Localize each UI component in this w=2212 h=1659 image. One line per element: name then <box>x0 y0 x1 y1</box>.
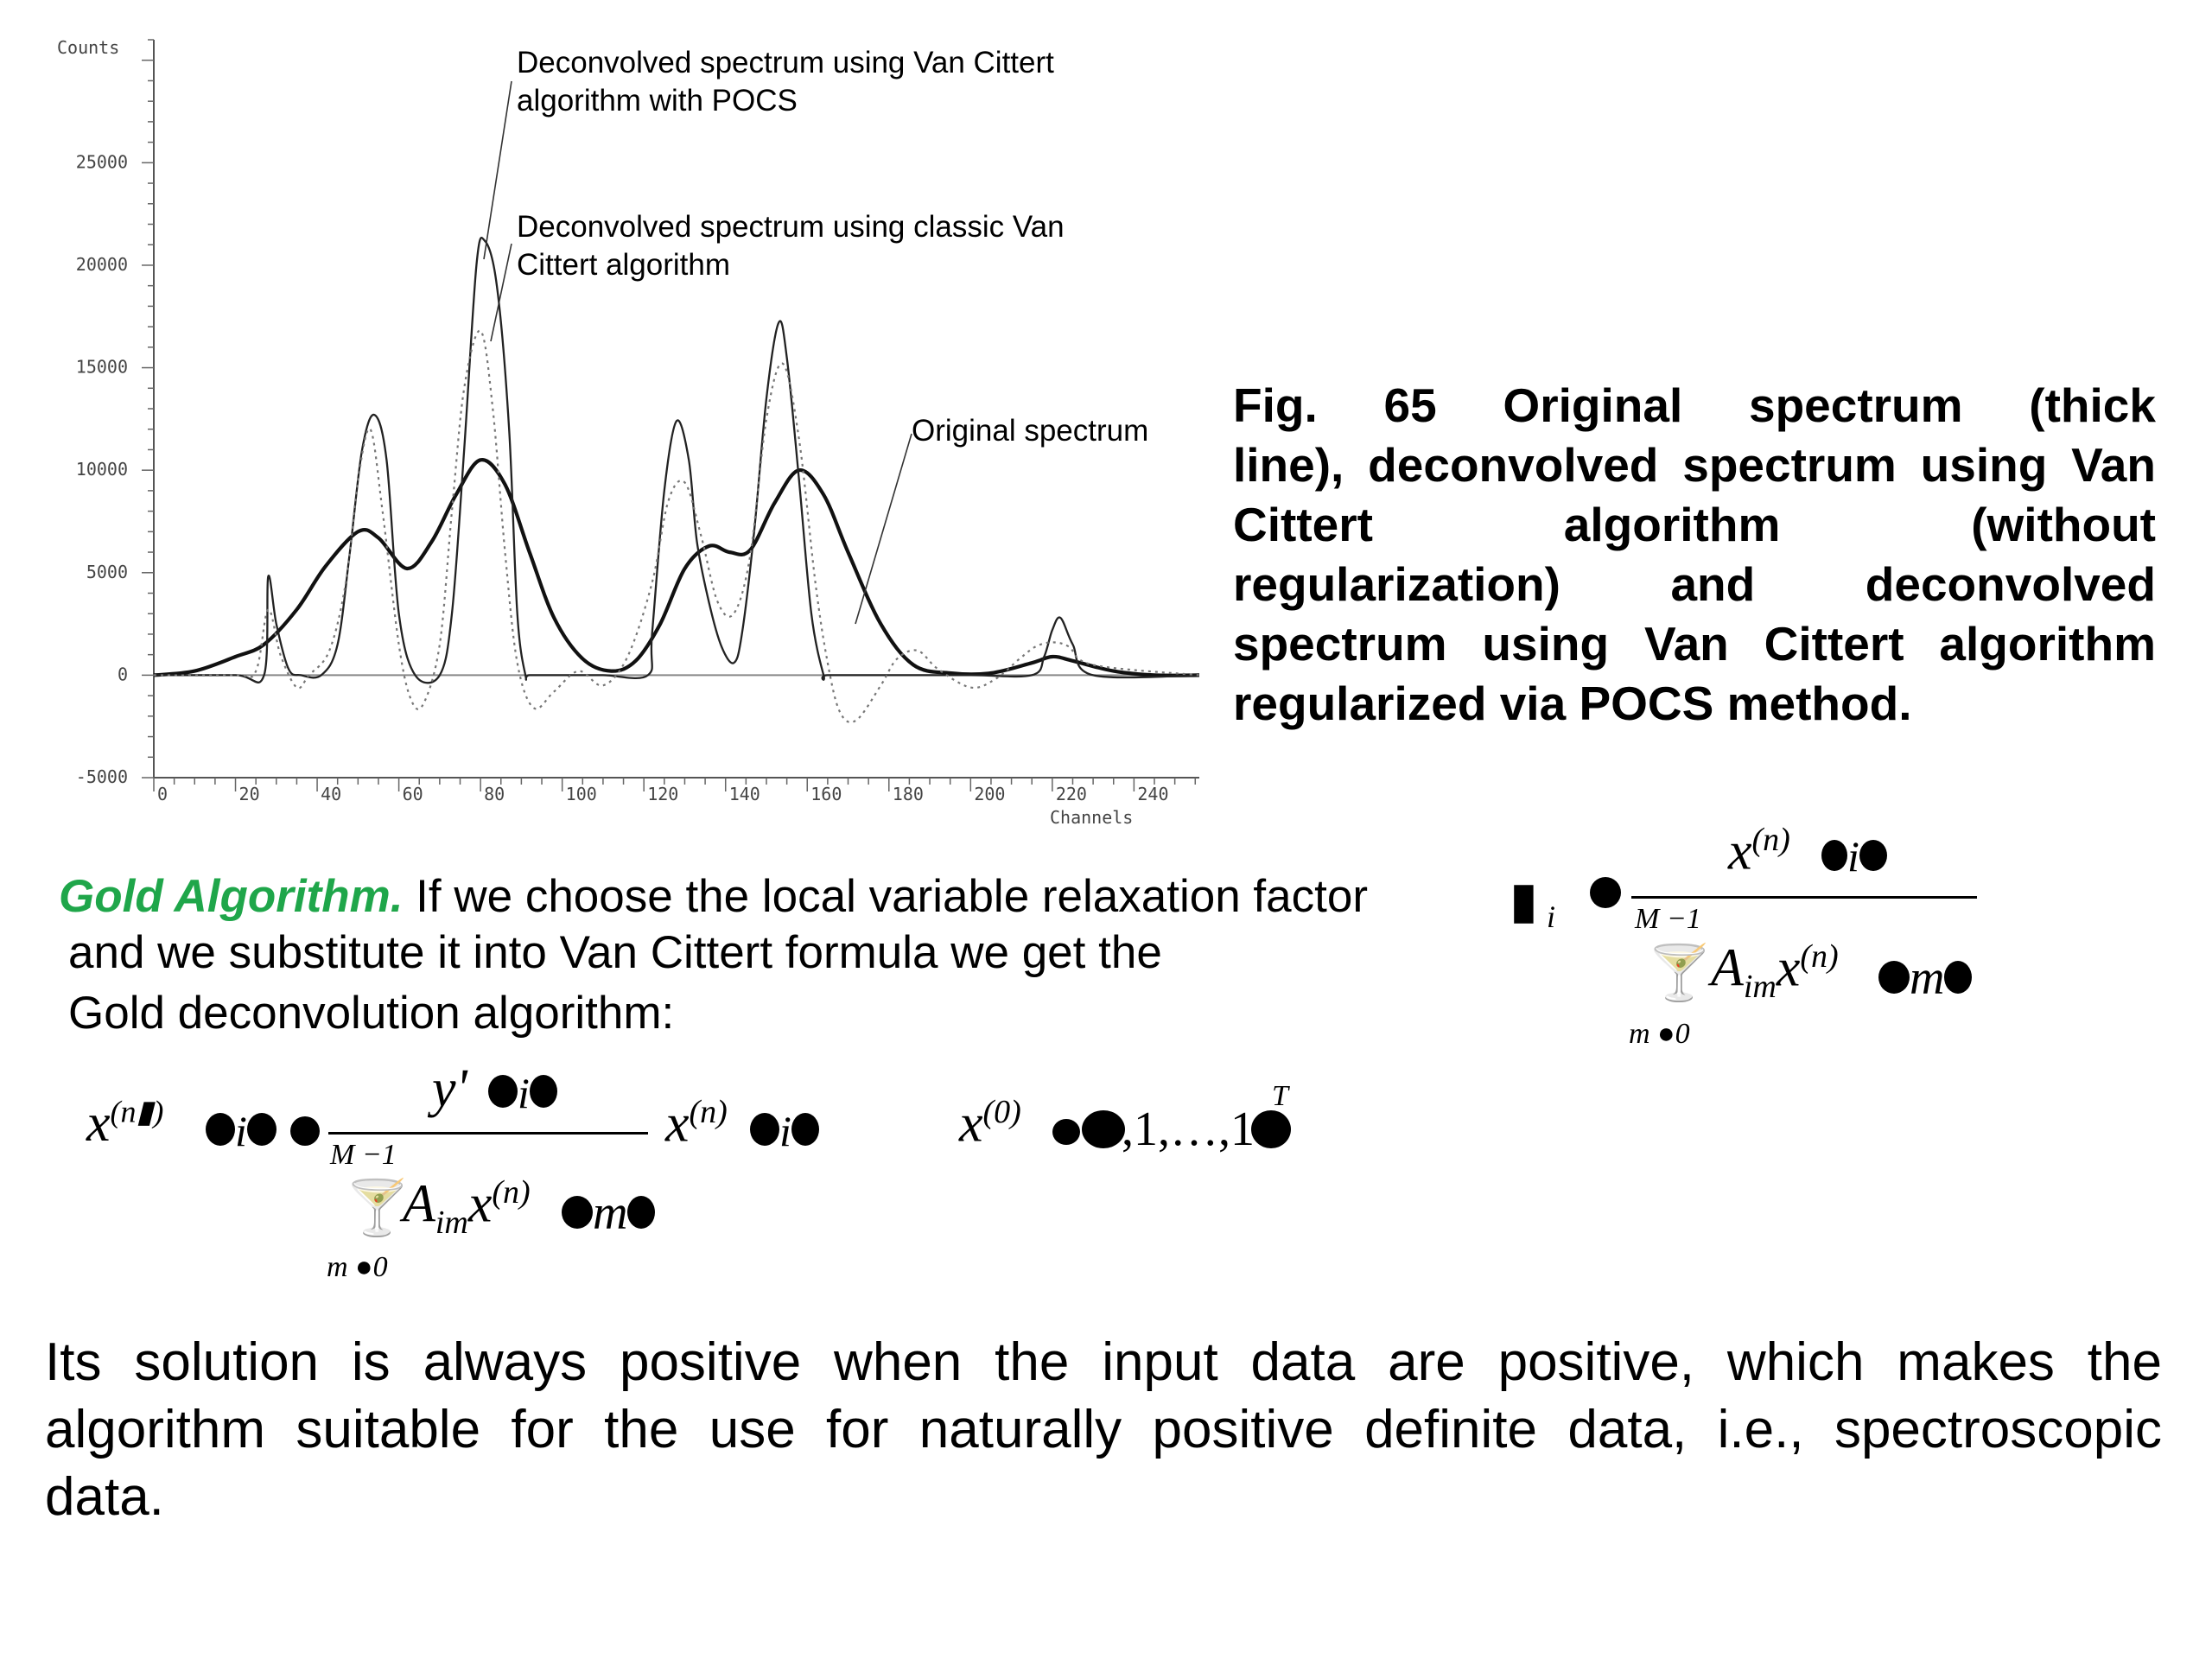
x-axis-label: Channels <box>1050 807 1133 828</box>
figure-caption: Fig. 65 Original spectrum (thick line), … <box>1233 376 2156 734</box>
x-tick-label: 60 <box>403 784 423 804</box>
annotation-text: Deconvolved spectrum using classic Van <box>517 210 1065 244</box>
caption-line: line), deconvolved spectrum using Van <box>1233 438 2156 492</box>
annotation-text: Cittert algorithm <box>517 248 730 282</box>
chart-axes: -5000 0 5000 10000 15000 20000 25000 0 20 40 60 80 1… <box>57 37 1199 828</box>
gold-intro-text: If we choose the local variable relaxati… <box>403 871 1368 922</box>
conclusion-line: algorithm suitable for the use for natur… <box>45 1400 2162 1459</box>
sum-lower-limit: m ●0 <box>1629 1018 1690 1050</box>
annotation-leader <box>855 433 912 625</box>
ones-sequence: ,1,…,1 <box>1122 1103 1255 1156</box>
x-tick-label: 0 <box>157 784 168 804</box>
numerator-y-prime: y' <box>432 1059 467 1118</box>
chart-series <box>153 236 1200 723</box>
conclusion-line: Its solution is always positive when the… <box>45 1332 2162 1392</box>
denominator-term: Aimx(n) <box>403 1174 531 1242</box>
numerator-x: x(n) <box>1728 822 1790 881</box>
beta-glyph: ▮ <box>1510 874 1537 928</box>
conclusion-line: data. <box>45 1467 164 1527</box>
numerator-arg-blobs: i <box>488 1068 557 1118</box>
series-line-thick <box>153 458 1200 677</box>
vector-close-blob <box>1251 1110 1291 1153</box>
x-tick-label: 20 <box>239 784 260 804</box>
equals-blob <box>290 1116 320 1150</box>
x-tick-label: 160 <box>810 784 842 804</box>
denominator-arg-blobs: m <box>1878 950 1973 1006</box>
y-tick-label: 10000 <box>76 459 128 480</box>
gold-intro-line: Gold Algorithm. If we choose the local v… <box>59 868 1368 926</box>
fraction-bar <box>328 1132 648 1135</box>
vector-open-blob <box>1082 1110 1125 1153</box>
annotation-text: Original spectrum <box>912 414 1148 448</box>
fraction-bar <box>1631 896 1977 899</box>
gold-intro-line-2: and we substitute it into Van Cittert fo… <box>68 927 1162 978</box>
caption-line: regularized via POCS method. <box>1233 677 1912 730</box>
sum-glyph: 🍸 <box>1646 944 1713 1003</box>
sum-glyph: 🍸 <box>344 1179 411 1238</box>
gold-intro-line-3: Gold deconvolution algorithm: <box>68 988 675 1039</box>
x-tick-label: 220 <box>1056 784 1087 804</box>
x-tick-label: 240 <box>1137 784 1168 804</box>
x0-symbol: x(0) <box>959 1094 1021 1154</box>
caption-line: regularization) and deconvolved <box>1233 557 2156 611</box>
y-tick-label: 20000 <box>76 254 128 275</box>
x-tick-label: 120 <box>647 784 678 804</box>
conclusion-paragraph: Its solution is always positive when the… <box>45 1329 2162 1531</box>
y-tick-label: 0 <box>118 664 128 684</box>
caption-line: Cittert algorithm (without <box>1233 498 2156 551</box>
gold-algorithm-title: Gold Algorithm. <box>59 871 404 922</box>
x-tick-label: 140 <box>729 784 760 804</box>
sum-upper-limit: M −1 <box>1635 903 1701 935</box>
sum-upper-limit: M −1 <box>330 1139 397 1171</box>
annotation-leader <box>483 80 512 260</box>
series-line-dotted <box>153 329 1200 723</box>
x-tick-label: 180 <box>893 784 924 804</box>
denominator-term: Aimx(n) <box>1711 938 1839 1006</box>
annotation-text: algorithm with POCS <box>517 84 798 118</box>
y-tick-label: -5000 <box>76 766 128 787</box>
numerator-arg-blobs: i <box>1821 831 1887 881</box>
x-tick-label: 200 <box>974 784 1005 804</box>
beta-sub-i: i <box>1547 899 1556 934</box>
y-tick-label: 25000 <box>76 151 128 172</box>
y-tick-label: 15000 <box>76 357 128 378</box>
lhs-x: x(n▮) <box>86 1094 164 1153</box>
caption-line: spectrum using Van Cittert algorithm <box>1233 617 2156 671</box>
y-tick-label: 5000 <box>86 562 128 582</box>
x-tick-label: 40 <box>321 784 341 804</box>
denominator-arg-blobs: m <box>562 1185 656 1241</box>
x-tick-label: 80 <box>484 784 505 804</box>
spectrum-chart: -5000 0 5000 10000 15000 20000 25000 0 20 40 60 80 1… <box>57 37 1200 828</box>
annotation-text: Deconvolved spectrum using Van Cittert <box>517 46 1054 79</box>
caption-line: Fig. 65 Original spectrum (thick <box>1233 378 2156 432</box>
rhs-x: x(n) <box>665 1094 728 1154</box>
lhs-arg-blobs: i <box>206 1106 276 1156</box>
equals-blob <box>1052 1119 1080 1149</box>
x-tick-label: 100 <box>566 784 597 804</box>
series-line-solid <box>154 236 1200 684</box>
rhs-arg-blobs: i <box>750 1106 819 1156</box>
transpose-T: T <box>1272 1080 1288 1112</box>
sum-lower-limit: m ●0 <box>327 1251 388 1283</box>
y-axis-label: Counts <box>57 37 119 58</box>
chart-annotations: Deconvolved spectrum using Van Cittert al… <box>483 46 1148 625</box>
equals-blob <box>1590 877 1621 912</box>
annotation-leader <box>490 243 512 342</box>
